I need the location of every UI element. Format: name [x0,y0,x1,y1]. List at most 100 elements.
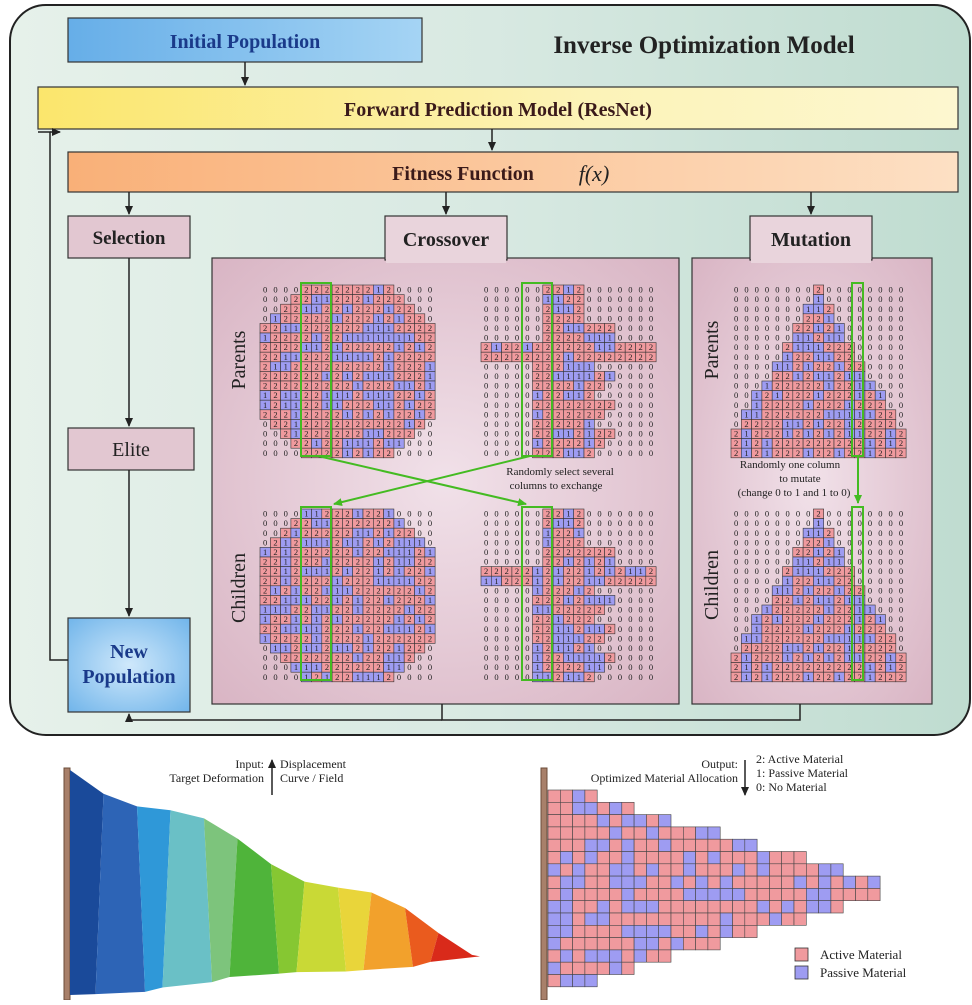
grid-cell-value: 0 [505,400,509,410]
grid-cell-value: 2 [356,313,360,323]
grid-cell-value: 2 [858,419,862,429]
grid-cell-value: 0 [639,537,643,547]
material-cell [830,875,844,889]
grid-cell-value: 2 [356,285,360,295]
grid-cell-value: 0 [515,528,519,538]
grid-cell-value: 0 [786,333,790,343]
grid-cell-value: 0 [484,381,488,391]
grid-cell-value: 0 [536,323,540,333]
grid-cell-value: 1 [827,537,831,547]
grid-cell-value: 0 [494,400,498,410]
material-cell [559,789,573,803]
grid-cell-value: 2 [515,352,519,362]
grid-cell-value: 2 [618,352,622,362]
grid-cell-value: 2 [387,381,391,391]
material-cell [621,949,635,963]
mutation-parent-grid: 0 0 0 0 0 0 0 0 2 0 0 0 0 0 0 0 00 0 0 0 0 0 0 0 1 0 0 0 0 0 0 0 00 0 0 0 0 0… [730,285,907,459]
grid-cell-value: 2 [878,409,882,419]
grid-cell-value: 0 [734,557,738,567]
grid-cell-value: 2 [806,371,810,381]
material-cell [596,912,610,926]
grid-cell-value: 2 [366,595,370,605]
grid-cell-value: 0 [484,438,488,448]
grid-cell-value: 2 [878,643,882,653]
grid-cell-value: 0 [765,537,769,547]
grid-cell-value: 2 [868,653,872,663]
grid-cell-value: 0 [418,653,422,663]
grid-cell-value: 1 [284,400,288,410]
grid-cell-value: 2 [628,352,632,362]
grid-cell-value: 1 [827,371,831,381]
grid-cell-value: 0 [868,509,872,519]
grid-cell-value: 0 [899,633,903,643]
grid-cell-value: 0 [628,643,632,653]
grid-cell-value: 2 [325,361,329,371]
grid-cell-value: 2 [304,576,308,586]
grid-cell-value: 2 [294,653,298,663]
grid-cell-value: 2 [273,390,277,400]
grid-cell-value: 0 [494,438,498,448]
grid-cell-value: 1 [608,557,612,567]
grid-cell-value: 0 [515,419,519,429]
material-cell [646,875,660,889]
material-cell [707,826,721,840]
material-cell [695,863,709,877]
deformation-band [162,810,212,988]
grid-cell-value: 2 [546,409,550,419]
deformation-band [296,881,346,973]
grid-cell-value: 0 [494,528,498,538]
grid-cell-value: 2 [546,557,550,567]
grid-cell-value: 0 [786,313,790,323]
grid-cell-value: 0 [294,285,298,295]
grid-cell-value: 0 [786,518,790,528]
grid-cell-value: 0 [899,361,903,371]
grid-cell-value: 2 [577,662,581,672]
grid-cell-value: 2 [428,585,432,595]
grid-cell-value: 2 [273,633,277,643]
grid-cell-value: 0 [868,576,872,586]
grid-cell-value: 2 [325,614,329,624]
grid-cell-value: 2 [816,313,820,323]
grid-cell-value: 0 [484,419,488,429]
grid-cell-value: 0 [628,333,632,343]
grid-cell-value: 1 [315,643,319,653]
grid-cell-value: 0 [639,285,643,295]
grid-cell-value: 2 [546,429,550,439]
grid-cell-value: 0 [536,547,540,557]
grid-cell-value: 1 [315,614,319,624]
grid-cell-value: 2 [587,342,591,352]
grid-cell-value: 0 [755,323,759,333]
grid-cell-value: 2 [387,448,391,458]
grid-cell-value: 1 [566,448,570,458]
grid-cell-value: 2 [356,585,360,595]
grid-cell-value: 2 [263,342,267,352]
material-cell [584,888,598,902]
grid-cell-value: 2 [755,672,759,682]
grid-cell-value: 0 [868,566,872,576]
material-cell [670,863,684,877]
grid-cell-value: 0 [505,429,509,439]
material-cell [572,875,586,889]
grid-cell-value: 0 [744,361,748,371]
material-cell [830,888,844,902]
legend-passive-swatch [794,965,809,980]
grid-cell-value: 1 [397,566,401,576]
grid-cell-value: 2 [556,390,560,400]
grid-cell-value: 2 [356,576,360,586]
grid-cell-value: 0 [525,662,529,672]
grid-cell-value: 0 [618,633,622,643]
material-cell [584,924,598,938]
grid-cell-value: 1 [263,390,267,400]
grid-cell-value: 0 [649,419,653,429]
grid-cell-value: 2 [878,653,882,663]
grid-cell-value: 0 [765,595,769,605]
grid-cell-value: 2 [847,662,851,672]
grid-cell-value: 2 [345,294,349,304]
grid-cell-value: 0 [765,547,769,557]
grid-cell-value: 1 [806,304,810,314]
grid-cell-value: 2 [376,585,380,595]
grid-cell-value: 2 [407,643,411,653]
grid-cell-value: 2 [587,547,591,557]
grid-cell-value: 0 [639,333,643,343]
grid-cell-value: 2 [325,448,329,458]
